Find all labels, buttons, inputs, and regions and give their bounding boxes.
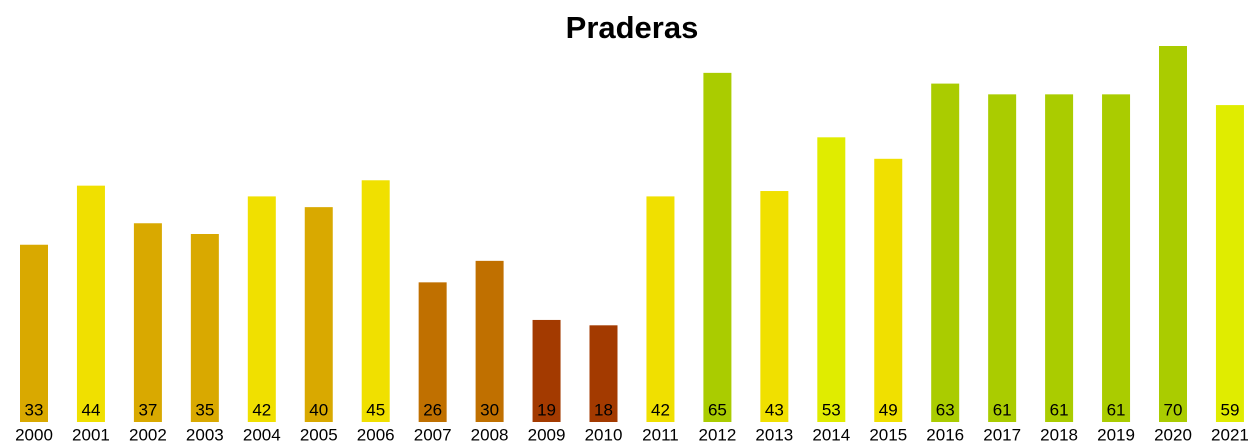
bar <box>931 83 960 422</box>
value-label: 44 <box>81 400 100 419</box>
bar <box>589 325 618 422</box>
x-tick-label: 2016 <box>926 425 964 443</box>
x-tick-label: 2000 <box>15 425 53 443</box>
bar <box>190 234 219 422</box>
value-label: 37 <box>138 400 157 419</box>
x-tick-label: 2012 <box>698 425 736 443</box>
value-label: 65 <box>708 400 727 419</box>
value-label: 33 <box>25 400 44 419</box>
value-label: 63 <box>936 400 955 419</box>
value-label: 42 <box>252 400 271 419</box>
x-tick-label: 2014 <box>812 425 850 443</box>
bar <box>1102 94 1131 422</box>
bar <box>1159 46 1187 422</box>
x-tick-label: 2020 <box>1154 425 1192 443</box>
value-label: 49 <box>879 400 898 419</box>
bar <box>874 158 903 423</box>
bar <box>133 223 162 422</box>
x-tick-label: 2005 <box>300 425 338 443</box>
bar <box>760 191 789 422</box>
x-tick-label: 2021 <box>1211 425 1249 443</box>
value-label: 40 <box>309 400 328 419</box>
x-tick-label: 2011 <box>642 425 679 443</box>
x-tick-label: 2017 <box>983 425 1021 443</box>
x-tick-label: 2015 <box>869 425 907 443</box>
x-tick-label: 2009 <box>528 425 566 443</box>
bar <box>475 260 504 422</box>
value-label: 26 <box>423 400 442 419</box>
bar <box>646 196 675 422</box>
x-tick-label: 2010 <box>585 425 623 443</box>
x-tick-label: 2006 <box>357 425 395 443</box>
bar <box>1045 94 1074 422</box>
bar <box>20 244 48 422</box>
value-label: 61 <box>1107 400 1126 419</box>
bar <box>703 72 732 422</box>
value-label: 35 <box>195 400 214 419</box>
x-tick-label: 2003 <box>186 425 224 443</box>
x-tick-label: 2008 <box>471 425 509 443</box>
value-label: 30 <box>480 400 499 419</box>
x-tick-label: 2013 <box>755 425 793 443</box>
value-label: 19 <box>537 400 556 419</box>
value-label: 18 <box>594 400 613 419</box>
x-tick-label: 2018 <box>1040 425 1078 443</box>
value-label: 43 <box>765 400 784 419</box>
bar <box>418 282 447 422</box>
bar <box>304 207 333 422</box>
bar <box>988 94 1017 422</box>
bar <box>817 137 846 423</box>
value-label: 42 <box>651 400 670 419</box>
bar <box>247 196 276 422</box>
bar <box>361 180 390 422</box>
x-tick-label: 2004 <box>243 425 281 443</box>
value-label: 53 <box>822 400 841 419</box>
bar <box>1215 105 1244 422</box>
x-tick-label: 2007 <box>414 425 452 443</box>
bar <box>532 319 561 422</box>
x-tick-label: 2001 <box>72 425 110 443</box>
x-tick-label: 2019 <box>1097 425 1135 443</box>
value-label: 61 <box>993 400 1012 419</box>
x-tick-label: 2002 <box>129 425 167 443</box>
value-label: 70 <box>1164 400 1183 419</box>
bar <box>76 185 105 422</box>
value-label: 61 <box>1050 400 1069 419</box>
value-label: 45 <box>366 400 385 419</box>
chart-title: Praderas <box>566 10 699 45</box>
value-label: 59 <box>1220 400 1239 419</box>
